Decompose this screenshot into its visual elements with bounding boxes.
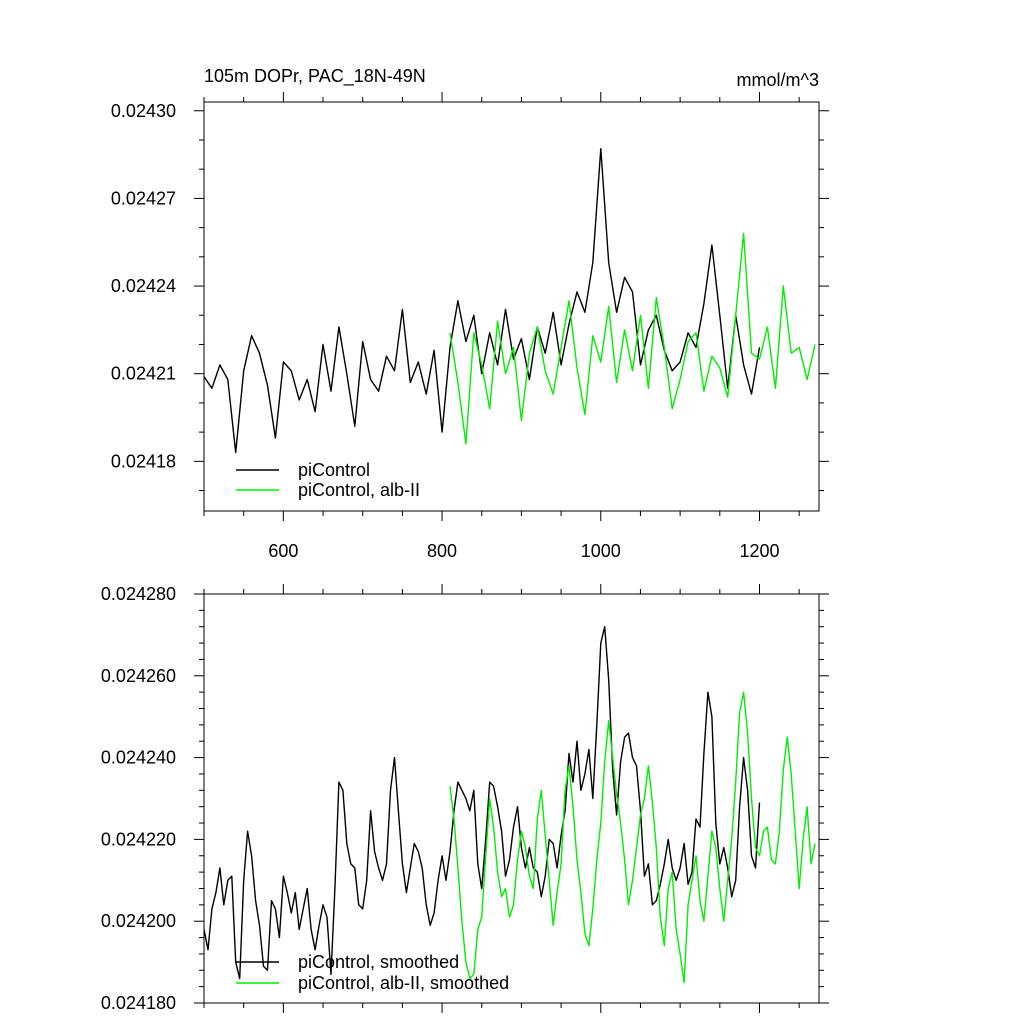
figure-units: mmol/m^3 [737,70,819,90]
bottom-y-tick-label: 0.024260 [101,666,176,686]
bottom-y-tick-label: 0.024240 [101,748,176,768]
top-series-alb-ii-line [449,232,816,445]
top-legend-label: piControl [298,460,370,480]
top-x-tick-label: 1000 [581,541,621,561]
bottom-y-tick-label: 0.024200 [101,911,176,931]
bottom-plot-frame [203,593,820,1004]
bottom-panel: 0.024180 0.024200 0.024220 0.024240 0.024260… [101,584,829,1013]
top-y-tick-label: 0.02430 [111,101,176,121]
bottom-series-picontrol-line [204,626,761,980]
bottom-legend-label: piControl, alb-II, smoothed [298,973,509,993]
bottom-legend-label: piControl, smoothed [298,952,459,972]
top-y-tick-label: 0.02427 [111,188,176,208]
top-plot-frame [203,101,820,512]
top-y-tick-label: 0.02421 [111,364,176,384]
top-x-tick-label: 800 [427,541,457,561]
bottom-y-tick-label: 0.024180 [101,993,176,1013]
bottom-series-alb-ii-line [449,691,816,984]
top-legend-label: piControl, alb-II [298,480,420,500]
top-panel: 600 800 1000 1200 0.02418 0.02421 0.02424 0.024… [111,92,829,561]
top-x-tick-label: 600 [268,541,298,561]
bottom-y-tick-label: 0.024220 [101,829,176,849]
figure-title: 105m DOPr, PAC_18N-49N [204,66,426,87]
top-x-tick-label: 1200 [739,541,779,561]
bottom-y-tick-label: 0.024280 [101,584,176,604]
top-y-tick-label: 0.02424 [111,276,176,296]
top-y-tick-label: 0.02418 [111,451,176,471]
top-series-picontrol-line [204,147,761,454]
